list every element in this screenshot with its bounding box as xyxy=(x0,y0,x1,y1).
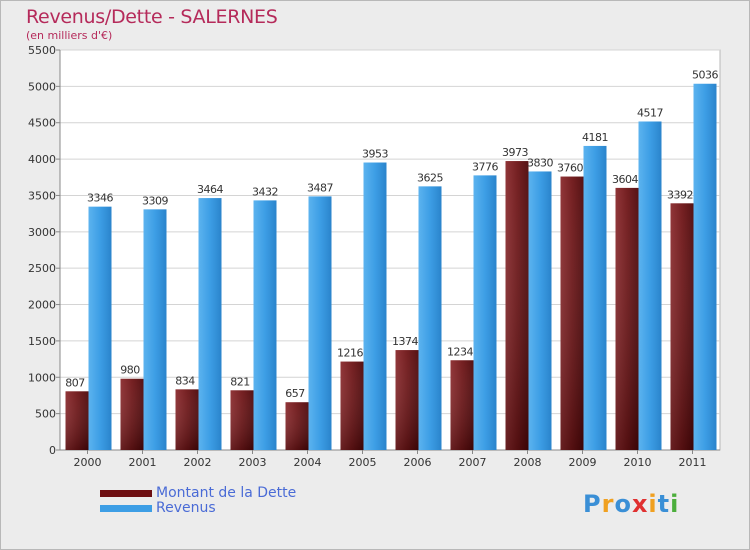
legend-swatch-revenue xyxy=(100,505,152,512)
logo-letter: x xyxy=(631,490,649,518)
data-label-debt: 3760 xyxy=(557,162,583,175)
x-tick-label: 2005 xyxy=(349,456,377,469)
bar-debt-shade xyxy=(560,176,584,450)
data-label-revenue: 5036 xyxy=(692,69,718,82)
x-tick-label: 2008 xyxy=(514,456,542,469)
data-label-debt: 980 xyxy=(120,364,140,377)
x-tick-label: 2000 xyxy=(74,456,102,469)
y-tick-label: 500 xyxy=(35,408,56,421)
x-tick-label: 2004 xyxy=(294,456,322,469)
logo-letter: P xyxy=(583,490,602,518)
data-label-revenue: 3346 xyxy=(87,192,113,205)
data-label-debt: 3392 xyxy=(667,188,693,201)
legend-label-revenue: Revenus xyxy=(156,500,216,516)
data-label-revenue: 3953 xyxy=(362,148,388,161)
legend-label-debt: Montant de la Dette xyxy=(156,485,297,501)
bar-revenue xyxy=(88,206,112,450)
bar-debt-shade xyxy=(615,187,639,450)
data-label-debt: 1216 xyxy=(337,347,363,360)
bar-revenue xyxy=(143,209,167,450)
bar-revenue xyxy=(308,196,332,450)
logo-letter: o xyxy=(614,490,632,518)
bar-debt-shade xyxy=(120,378,144,450)
x-tick-label: 2003 xyxy=(239,456,267,469)
bar-revenue xyxy=(418,186,442,450)
data-label-debt: 1234 xyxy=(447,345,473,358)
data-label-debt: 821 xyxy=(230,375,250,388)
x-tick-label: 2007 xyxy=(459,456,487,469)
plot-area xyxy=(59,49,721,451)
bar-revenue xyxy=(583,145,607,450)
bar-debt-shade xyxy=(505,161,529,450)
data-label-revenue: 3432 xyxy=(252,185,278,198)
bar-revenue xyxy=(693,83,717,450)
x-tick-label: 2010 xyxy=(624,456,652,469)
y-tick-label: 5000 xyxy=(28,80,56,93)
data-label-revenue: 4517 xyxy=(637,106,663,119)
proxiti-logo: Proxiti xyxy=(583,490,679,518)
data-label-revenue: 3487 xyxy=(307,181,333,194)
logo-letter: r xyxy=(601,490,615,518)
y-tick-label: 2000 xyxy=(28,299,56,312)
data-label-debt: 834 xyxy=(175,374,195,387)
x-tick-label: 2001 xyxy=(129,456,157,469)
y-tick-label: 0 xyxy=(49,444,56,457)
x-tick-label: 2006 xyxy=(404,456,432,469)
x-tick-label: 2009 xyxy=(569,456,597,469)
data-label-debt: 657 xyxy=(285,387,305,400)
y-tick-label: 1500 xyxy=(28,335,56,348)
data-label-revenue: 3464 xyxy=(197,183,223,196)
data-label-revenue: 3776 xyxy=(472,160,498,173)
data-label-revenue: 3625 xyxy=(417,171,443,184)
bar-revenue xyxy=(198,198,222,450)
y-tick-label: 4500 xyxy=(28,117,56,130)
bar-debt-shade xyxy=(230,390,254,450)
bar-debt-shade xyxy=(65,391,89,450)
chart-subtitle: (en milliers d'€) xyxy=(26,29,113,42)
y-tick-label: 3000 xyxy=(28,226,56,239)
legend-swatch-debt xyxy=(100,490,152,497)
data-label-debt: 3604 xyxy=(612,173,638,186)
x-tick-label: 2002 xyxy=(184,456,212,469)
bar-debt-shade xyxy=(175,389,199,450)
bar-revenue xyxy=(528,171,552,451)
bar-debt-shade xyxy=(285,402,309,450)
bar-debt-shade xyxy=(450,360,474,450)
x-tick-label: 2011 xyxy=(679,456,707,469)
y-tick-label: 1000 xyxy=(28,371,56,384)
y-tick-label: 5500 xyxy=(28,44,56,57)
data-label-revenue: 3309 xyxy=(142,194,168,207)
data-label-debt: 3973 xyxy=(502,146,528,159)
y-tick-label: 3500 xyxy=(28,189,56,202)
bar-revenue xyxy=(363,162,387,450)
bar-revenue xyxy=(473,175,497,450)
logo-letter: i xyxy=(670,490,680,518)
bar-debt-shade xyxy=(340,361,364,450)
y-tick-label: 4000 xyxy=(28,153,56,166)
chart-title: Revenus/Dette - SALERNES xyxy=(26,6,278,28)
bar-debt-shade xyxy=(670,203,694,450)
data-label-debt: 807 xyxy=(65,376,85,389)
bar-revenue xyxy=(253,200,277,450)
bar-debt-shade xyxy=(395,350,419,450)
data-label-debt: 1374 xyxy=(392,335,418,348)
data-label-revenue: 4181 xyxy=(582,131,608,144)
logo-letter: t xyxy=(657,490,671,518)
data-label-revenue: 3830 xyxy=(527,156,553,169)
y-tick-label: 2500 xyxy=(28,262,56,275)
bar-revenue xyxy=(638,121,662,450)
logo-letter: i xyxy=(648,490,658,518)
